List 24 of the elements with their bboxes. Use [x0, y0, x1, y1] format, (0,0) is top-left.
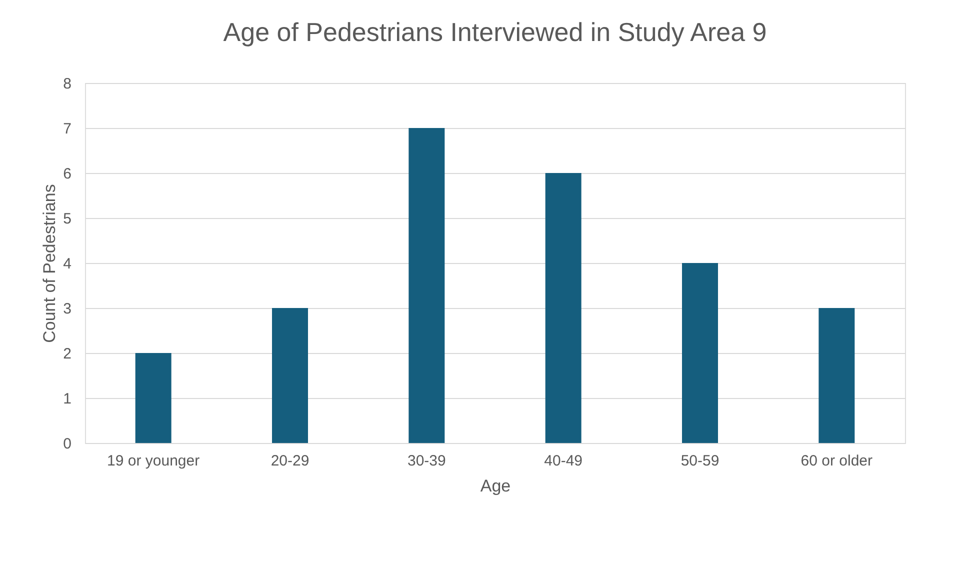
x-tick-label: 20-29 [270, 452, 310, 470]
y-tick-label: 0 [63, 436, 72, 452]
y-tick-label: 2 [63, 346, 72, 362]
bar [135, 353, 172, 443]
x-tick-label: 50-59 [680, 452, 720, 470]
x-axis-title: Age [480, 476, 511, 496]
x-tick-label: 60 or older [800, 452, 873, 470]
y-tick-label: 6 [63, 166, 72, 182]
y-axis-title: Count of Pedestrians [40, 184, 60, 343]
bar [272, 308, 308, 443]
bar [545, 173, 582, 443]
bar [682, 263, 718, 443]
y-tick-label: 4 [63, 256, 72, 272]
y-tick-label: 8 [63, 76, 72, 92]
x-tick-label: 19 or younger [107, 452, 200, 470]
bar [818, 308, 855, 443]
bar [408, 128, 445, 443]
y-tick-label: 3 [63, 300, 72, 318]
chart-title: Age of Pedestrians Interviewed in Study Area 9 [223, 17, 767, 47]
y-tick-label: 5 [63, 210, 72, 228]
y-tick-label: 1 [63, 390, 72, 408]
y-tick-label: 7 [63, 120, 72, 138]
x-tick-label: 40-49 [544, 452, 583, 470]
x-tick-label: 30-39 [407, 452, 446, 470]
